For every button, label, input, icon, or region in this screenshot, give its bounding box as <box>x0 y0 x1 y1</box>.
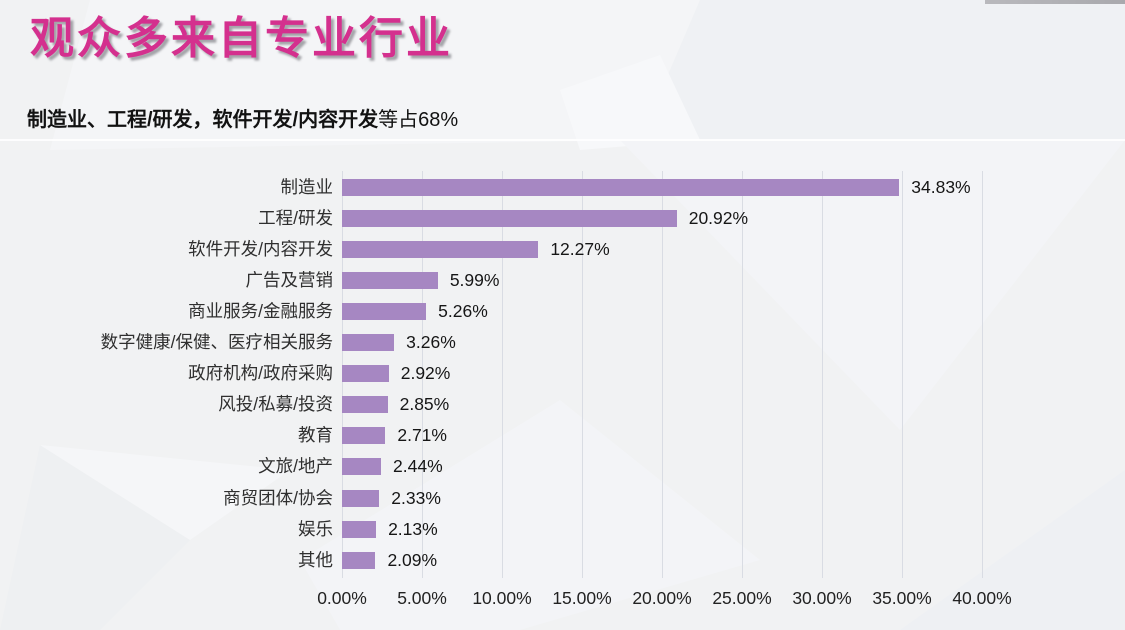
bar <box>342 396 388 414</box>
chart-row: 广告及营销 5.99% <box>0 270 1125 290</box>
category-label: 商贸团体/协会 <box>223 487 333 508</box>
chart-row: 文旅/地产 2.44% <box>0 456 1125 476</box>
value-label: 2.71% <box>397 425 447 446</box>
category-label: 软件开发/内容开发 <box>188 239 333 260</box>
category-label: 教育 <box>298 425 333 446</box>
category-label: 政府机构/政府采购 <box>188 363 333 384</box>
bar <box>342 241 539 259</box>
value-label: 2.44% <box>393 456 443 477</box>
value-label: 2.09% <box>387 549 438 570</box>
bar <box>342 458 382 476</box>
bar <box>342 551 376 569</box>
bar <box>342 489 380 507</box>
chart-row: 风投/私募/投资 2.85% <box>0 394 1125 414</box>
chart-row: 政府机构/政府采购 2.92% <box>0 363 1125 383</box>
chart-row: 商贸团体/协会 2.33% <box>0 488 1125 508</box>
x-tick-label: 30.00% <box>792 588 852 608</box>
chart-row: 工程/研发 20.92% <box>0 208 1125 228</box>
gridline <box>662 171 663 578</box>
x-tick-label: 25.00% <box>712 588 772 608</box>
chart-row: 数字健康/保健、医疗相关服务 3.26% <box>0 332 1125 352</box>
value-label: 2.13% <box>388 518 438 539</box>
value-label: 20.92% <box>688 208 749 229</box>
value-label: 12.27% <box>550 239 610 260</box>
gridline <box>422 171 423 578</box>
page-subtitle: 制造业、工程/研发，软件开发/内容开发等占68% <box>27 103 458 132</box>
gridline <box>502 171 503 578</box>
bar <box>342 365 389 383</box>
category-label: 其他 <box>298 549 333 570</box>
gridline <box>822 171 823 578</box>
category-label: 文旅/地产 <box>258 456 333 477</box>
value-label: 34.83% <box>911 177 971 197</box>
category-label: 广告及营销 <box>245 270 334 291</box>
x-tick-label: 10.00% <box>472 588 532 608</box>
gridline <box>582 171 583 578</box>
background-divider-line <box>0 139 1125 141</box>
chart-row: 娱乐 2.13% <box>0 519 1125 539</box>
bar <box>342 210 677 228</box>
top-edge-strip <box>985 0 1125 4</box>
x-tick-label: 5.00% <box>397 588 447 608</box>
x-tick-label: 35.00% <box>872 588 932 608</box>
page-title: 观众多来自专业行业 <box>30 14 453 63</box>
subtitle-bold-text: 制造业、工程/研发，软件开发/内容开发 <box>27 109 379 131</box>
value-label: 3.26% <box>406 332 456 353</box>
chart-row: 商业服务/金融服务 5.26% <box>0 301 1125 321</box>
bar-chart: 制造业 34.83% 工程/研发 20.92% 软件开发/内容开发 12.27% 广告及营销… <box>0 171 1125 630</box>
bar <box>342 520 377 538</box>
x-tick-label: 20.00% <box>632 588 692 608</box>
category-label: 风投/私募/投资 <box>218 394 333 415</box>
category-label: 数字健康/保健、医疗相关服务 <box>100 332 333 353</box>
chart-row: 制造业 34.83% <box>0 177 1125 197</box>
bar <box>342 179 900 196</box>
category-label: 商业服务/金融服务 <box>188 301 333 322</box>
value-label: 2.33% <box>391 487 441 508</box>
value-label: 2.92% <box>400 363 451 384</box>
gridline <box>902 171 903 578</box>
category-label: 娱乐 <box>298 518 333 539</box>
bar <box>342 303 427 321</box>
category-label: 制造业 <box>280 177 334 197</box>
x-tick-label: 15.00% <box>552 588 612 608</box>
gridline <box>982 171 983 578</box>
gridline <box>742 171 743 578</box>
bar <box>342 272 438 290</box>
x-tick-label: 0.00% <box>317 588 367 608</box>
chart-row: 教育 2.71% <box>0 425 1125 445</box>
bar <box>342 334 395 352</box>
value-label: 2.85% <box>399 394 450 415</box>
value-label: 5.26% <box>438 301 488 322</box>
bar <box>342 427 386 445</box>
subtitle-rest-text: 等占68% <box>378 109 459 131</box>
x-tick-label: 40.00% <box>952 588 1012 608</box>
value-label: 5.99% <box>449 270 500 291</box>
category-label: 工程/研发 <box>258 208 333 229</box>
chart-row: 其他 2.09% <box>0 550 1125 570</box>
chart-row: 软件开发/内容开发 12.27% <box>0 239 1125 259</box>
